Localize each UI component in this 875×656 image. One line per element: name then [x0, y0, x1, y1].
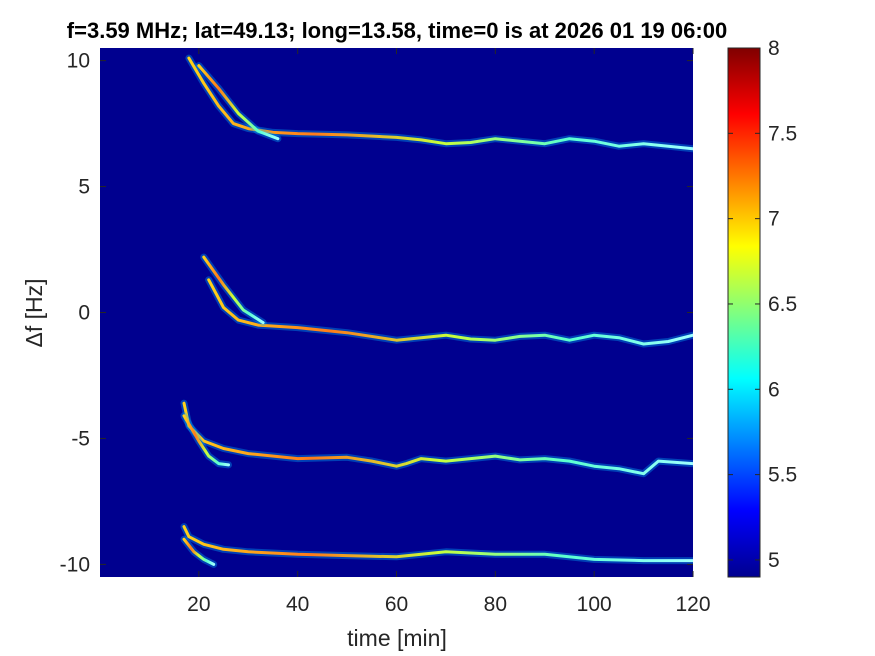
colorbar-tick-label: 5: [768, 549, 780, 572]
trace-line-2: [182, 401, 693, 476]
trace-line-7: [202, 255, 265, 325]
x-axis: 20 40 60 80 100 120: [187, 48, 711, 616]
trace-line-3: [182, 525, 693, 563]
trace-line-4: [182, 414, 230, 467]
x-axis-title: time [min]: [347, 625, 447, 651]
y-axis: -10 -5 0 5 10: [60, 50, 693, 576]
y-tick-label: 0: [78, 302, 90, 325]
y-tick-label: -5: [71, 427, 90, 450]
x-tick-label: 100: [577, 593, 612, 616]
y-tick-label: -10: [60, 553, 90, 576]
colorbar-axis: 5 5.5 6 6.5 7 7.5 8: [727, 37, 797, 578]
y-tick-label: 5: [78, 176, 90, 199]
colorbar-tick-label: 7.5: [768, 122, 797, 145]
chart-title: f=3.59 MHz; lat=49.13; long=13.58, time=…: [67, 18, 727, 43]
plot-background: [100, 48, 693, 577]
x-tick-label: 40: [286, 593, 309, 616]
colorbar-tick-label: 5.5: [768, 464, 797, 487]
y-tick-label: 10: [67, 50, 90, 73]
colorbar-frame: [727, 47, 761, 578]
colorbar: [728, 48, 760, 577]
y-axis-title: Δf [Hz]: [21, 278, 47, 347]
trace-line-1: [207, 278, 693, 346]
x-tick-label: 120: [675, 593, 710, 616]
x-tick-label: 60: [385, 593, 408, 616]
trace-line-0: [187, 56, 693, 151]
trace-line-5: [182, 537, 216, 566]
trace-line-6: [197, 64, 280, 141]
colorbar-tick-label: 6: [768, 378, 780, 401]
x-tick-label: 20: [187, 593, 210, 616]
colorbar-tick-label: 6.5: [768, 293, 797, 316]
colorbar-tick-label: 7: [768, 208, 780, 231]
x-tick-label: 80: [484, 593, 507, 616]
colorbar-tick-label: 8: [768, 37, 780, 60]
spectrogram-traces: [180, 54, 693, 568]
